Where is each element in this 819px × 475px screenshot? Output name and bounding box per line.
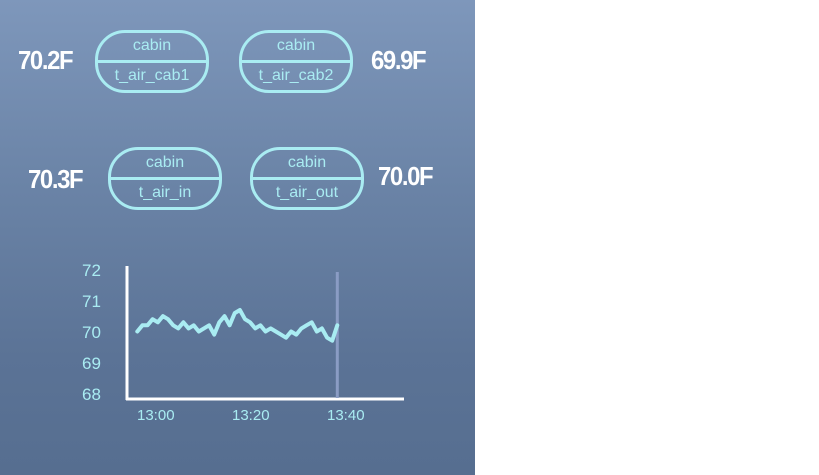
- sensor-group-label: cabin: [276, 37, 316, 54]
- sensor-group-label: cabin: [132, 37, 172, 54]
- reading-t-air-cab2: 69.9F: [371, 45, 427, 75]
- temperature-series-line: [135, 308, 340, 343]
- y-tick-label: 68: [82, 385, 101, 404]
- sensor-name-label: t_air_cab1: [114, 67, 190, 84]
- x-tick-label: 13:00: [137, 407, 175, 424]
- sensor-name-label: t_air_in: [138, 184, 192, 201]
- reading-t-air-in: 70.3F: [28, 164, 84, 194]
- sensor-t-air-cab2[interactable]: cabin t_air_cab2: [239, 30, 353, 93]
- y-tick-label: 69: [82, 354, 101, 373]
- sensor-t-air-out[interactable]: cabin t_air_out: [250, 147, 364, 210]
- reading-t-air-out: 70.0F: [378, 161, 434, 191]
- sensor-divider: [250, 177, 364, 180]
- sensor-name-label: t_air_out: [275, 184, 339, 201]
- sensor-divider: [95, 60, 209, 63]
- y-tick-label: 70: [82, 323, 101, 342]
- temperature-chart: 72 71 70 69 68 13:00 13:20 13:40: [82, 261, 404, 424]
- y-tick-label: 71: [82, 292, 101, 311]
- reading-t-air-cab1: 70.2F: [18, 45, 74, 75]
- sensor-group-label: cabin: [287, 154, 327, 171]
- sensor-t-air-in[interactable]: cabin t_air_in: [108, 147, 222, 210]
- x-tick-label: 13:20: [232, 407, 270, 424]
- dashboard-panel: 70.2F cabin t_air_cab1 cabin t_air_cab2 …: [0, 0, 475, 475]
- sensor-divider: [239, 60, 353, 63]
- x-tick-label: 13:40: [327, 407, 365, 424]
- sensor-group-label: cabin: [145, 154, 185, 171]
- sensor-divider: [108, 177, 222, 180]
- y-tick-label: 72: [82, 261, 101, 280]
- sensor-name-label: t_air_cab2: [258, 67, 334, 84]
- sensor-t-air-cab1[interactable]: cabin t_air_cab1: [95, 30, 209, 93]
